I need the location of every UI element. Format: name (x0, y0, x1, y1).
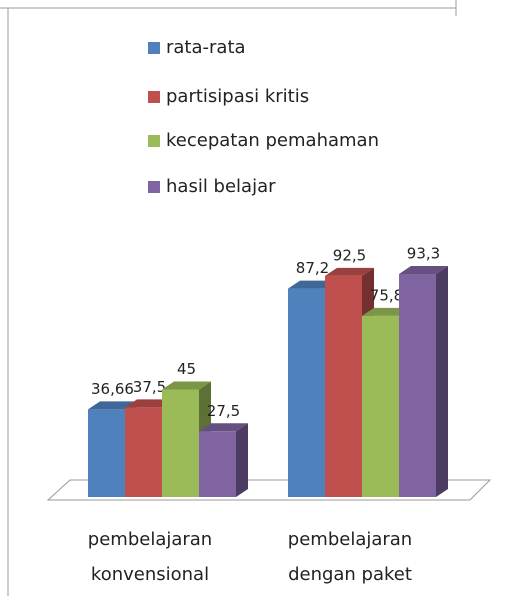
data-label: 92,5 (333, 246, 366, 264)
x-tick-label: pembelajaran konvensional (87, 529, 213, 585)
legend-label: kecepatan pemahaman (166, 130, 379, 151)
bar (362, 315, 399, 497)
data-label: 45 (177, 360, 196, 378)
legend-swatch (148, 91, 160, 103)
bar-top (325, 267, 374, 276)
bar (399, 274, 436, 497)
data-label: 93,3 (407, 245, 440, 263)
bar-side (436, 266, 448, 497)
bar (162, 389, 199, 497)
bar (288, 288, 325, 497)
bar-side (236, 423, 248, 497)
bar-top (399, 266, 448, 275)
data-label: 37,5 (133, 378, 166, 396)
legend-swatch (148, 181, 160, 193)
data-label: 36,66 (91, 380, 134, 398)
bar (325, 275, 362, 497)
bar (88, 409, 125, 497)
x-tick-label: pembelajaran dengan paket (287, 529, 413, 585)
bar-top (162, 381, 211, 390)
bar-top (88, 401, 137, 410)
data-label: 75,8 (370, 286, 403, 304)
bar-top (288, 280, 337, 289)
legend-swatch (148, 42, 160, 54)
legend-label: hasil belajar (166, 176, 276, 197)
legend-label: rata-rata (166, 37, 246, 58)
bar-top (199, 423, 248, 432)
data-label: 27,5 (207, 402, 240, 420)
bar (125, 407, 162, 497)
data-label: 87,2 (296, 259, 329, 277)
legend-swatch (148, 135, 160, 147)
legend-label: partisipasi kritis (166, 86, 309, 107)
bar (199, 431, 236, 497)
bar-top (362, 307, 411, 316)
bar-top (125, 399, 174, 408)
